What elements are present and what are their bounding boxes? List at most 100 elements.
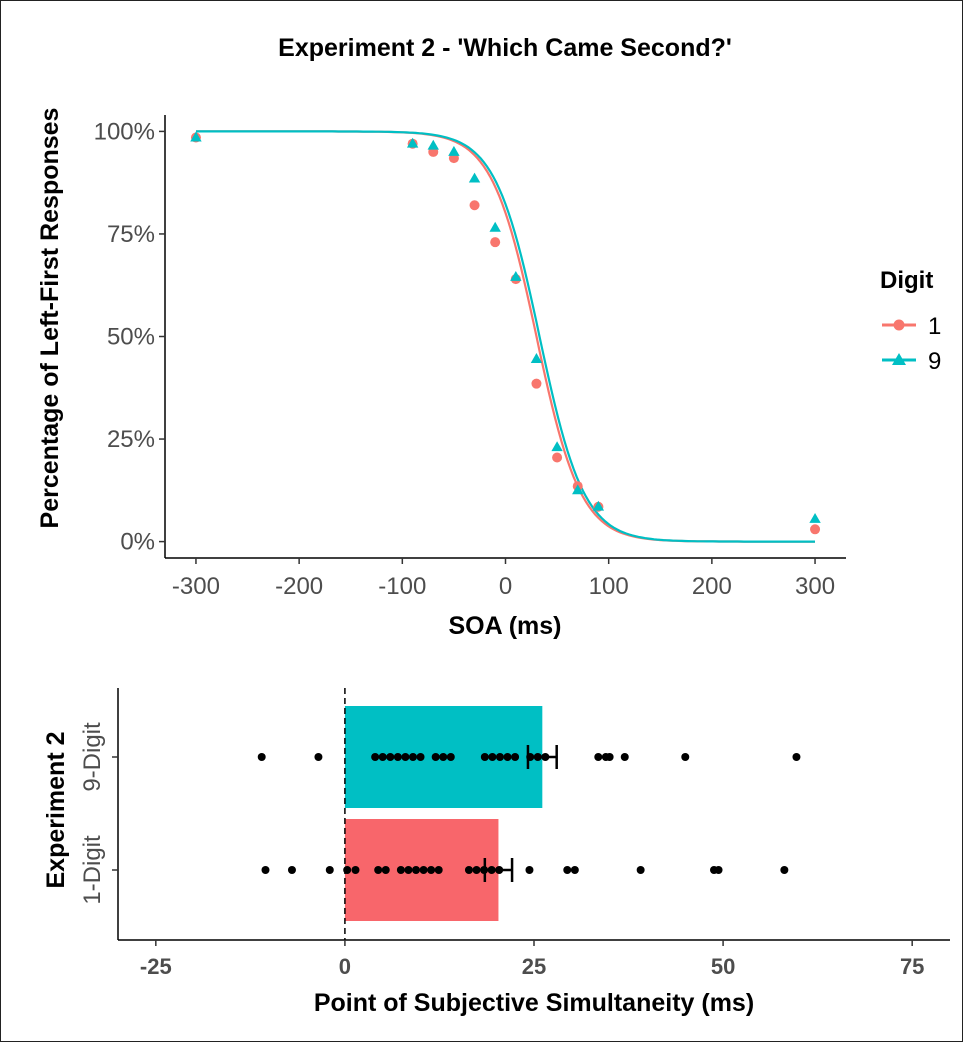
category-label: 1-Digit (79, 835, 106, 905)
individual-point (386, 753, 395, 761)
individual-point (427, 866, 436, 874)
individual-point (431, 753, 440, 761)
point-digit-9 (468, 172, 481, 183)
x-axis-title-bottom: Point of Subjective Simultaneity (ms) (314, 989, 754, 1017)
point-digit-1 (810, 524, 821, 535)
point-digit-9 (190, 131, 202, 142)
x-tick-label-bottom: 25 (522, 954, 546, 979)
legend-circle-marker (893, 319, 905, 331)
y-axis-title: Percentage of Left-First Responses (36, 108, 64, 529)
point-digit-9 (489, 221, 501, 232)
individual-point (714, 866, 723, 874)
individual-point (325, 866, 334, 874)
point-digit-9 (551, 441, 563, 452)
x-tick-label-bottom: 75 (900, 954, 924, 979)
data-points (190, 131, 821, 535)
pss-panel: -25 0 25 50 75 1-Digit 9-Digit Point of Subje… (42, 688, 950, 1017)
legend-label-1: 1 (928, 313, 941, 340)
individual-point (396, 866, 405, 874)
point-digit-9 (448, 145, 460, 156)
individual-point (446, 753, 455, 761)
y-axis-title-bottom: Experiment 2 (42, 731, 70, 888)
individual-point (792, 753, 801, 761)
individual-point (511, 753, 520, 761)
individual-point (464, 866, 473, 874)
x-axis-ticks-bottom: -25 0 25 50 75 (140, 940, 924, 979)
x-axis-title: SOA (ms) (449, 612, 562, 640)
individual-point (780, 866, 789, 874)
fit-curve-1 (196, 130, 815, 543)
point-digit-9 (572, 484, 584, 495)
x-axis-ticks: -300 -200 -100 0 100 200 300 (172, 558, 835, 600)
individual-point (570, 866, 579, 874)
individual-point (314, 753, 323, 761)
psychometric-panel: Experiment 2 - 'Which Came Second?' -300… (36, 34, 941, 640)
x-tick-label-bottom: -25 (140, 954, 172, 979)
point-digit-9 (406, 137, 419, 148)
individual-point (257, 753, 266, 761)
individual-point (416, 753, 425, 761)
point-digit-1 (469, 200, 480, 211)
individual-point (525, 866, 534, 874)
individual-point (381, 866, 390, 874)
individual-point (439, 753, 448, 761)
individual-point (419, 866, 428, 874)
individual-point (287, 866, 296, 874)
individual-point (480, 753, 489, 761)
fit-curve-9 (196, 130, 815, 543)
individual-point (408, 753, 417, 761)
x-tick-label: 200 (692, 573, 732, 600)
pss-bars (344, 706, 543, 921)
individual-point (401, 753, 410, 761)
individual-point (472, 866, 481, 874)
x-tick-label: -200 (275, 573, 323, 600)
point-digit-9 (427, 139, 439, 150)
individual-point (488, 753, 497, 761)
legend: Digit 1 9 (880, 267, 941, 375)
point-digit-1 (490, 237, 501, 248)
fit-curves (196, 130, 815, 543)
individual-point (495, 753, 504, 761)
point-digit-1 (531, 378, 542, 389)
individual-point (343, 866, 352, 874)
y-tick-label: 75% (107, 221, 155, 248)
legend-triangle-marker (892, 353, 906, 365)
individual-point (594, 753, 603, 761)
y-tick-label: 25% (107, 426, 155, 453)
individual-point (374, 866, 383, 874)
x-tick-label: 0 (499, 573, 512, 600)
point-digit-9 (809, 513, 821, 523)
individual-point (681, 753, 690, 761)
individual-point (351, 866, 360, 874)
individual-point (620, 753, 629, 761)
point-digit-9 (510, 271, 522, 281)
individual-point (371, 753, 380, 761)
x-tick-label: 300 (795, 573, 835, 600)
legend-item-9: 9 (882, 348, 941, 375)
individual-point (636, 866, 645, 874)
individual-point (412, 866, 421, 874)
point-digit-1 (552, 452, 563, 463)
point-digit-9 (530, 353, 543, 363)
x-tick-label-bottom: 0 (339, 954, 351, 979)
category-label: 9-Digit (79, 722, 106, 792)
chart-title: Experiment 2 - 'Which Came Second?' (278, 34, 732, 62)
y-tick-label: 0% (120, 529, 155, 556)
individual-point (261, 866, 270, 874)
x-tick-label: 100 (589, 573, 629, 600)
x-tick-label: -100 (378, 573, 426, 600)
y-tick-label: 50% (107, 324, 155, 351)
individual-point (378, 753, 387, 761)
y-axis-ticks: 0% 25% 50% 75% 100% (94, 118, 165, 556)
legend-label-9: 9 (928, 348, 941, 375)
individual-point (563, 866, 572, 874)
category-labels: 1-Digit 9-Digit (79, 722, 118, 905)
x-tick-label-bottom: 50 (711, 954, 735, 979)
error-bars (483, 745, 558, 882)
individual-point (434, 866, 443, 874)
individual-point (503, 753, 512, 761)
individual-point (404, 866, 413, 874)
legend-item-1: 1 (882, 313, 941, 340)
individual-point (393, 753, 402, 761)
